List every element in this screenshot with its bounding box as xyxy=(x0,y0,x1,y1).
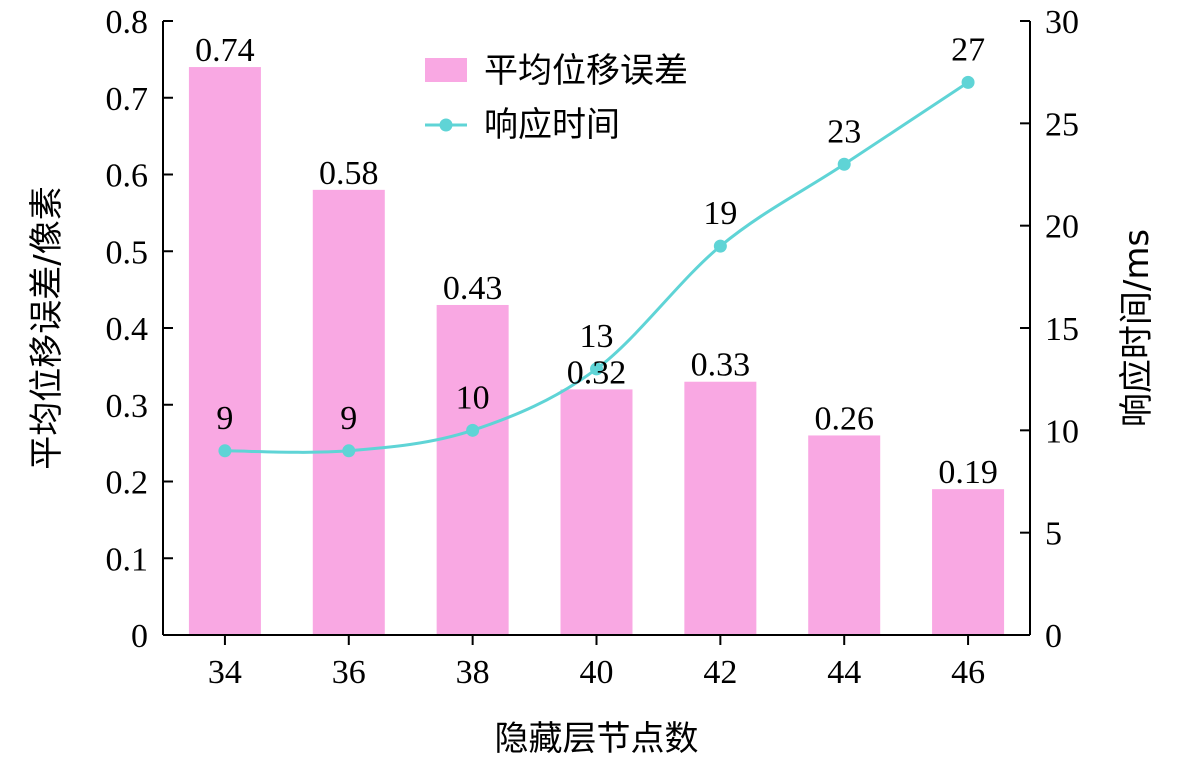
line-label-46: 27 xyxy=(951,31,985,68)
y-right-tick-label: 25 xyxy=(1045,106,1079,143)
line-point-44 xyxy=(837,157,851,171)
bar-38 xyxy=(436,304,509,635)
x-tick-label: 44 xyxy=(827,654,861,691)
y-left-tick-label: 0.8 xyxy=(106,4,149,41)
x-tick-label: 40 xyxy=(580,654,614,691)
data-labels: 0.74 0.58 0.43 0.32 0.33 0.26 0.19 9 9 10 13 19 23 27 xyxy=(195,31,998,491)
x-axis-title: 隐藏层节点数 xyxy=(495,719,699,759)
y-right-tick-label: 30 xyxy=(1045,4,1079,41)
line-label-44: 23 xyxy=(827,113,861,150)
bar-label-40: 0.32 xyxy=(567,354,627,391)
x-tick-label: 42 xyxy=(703,654,737,691)
y-left-tick-label: 0.1 xyxy=(106,541,149,578)
bar-series xyxy=(188,67,1005,636)
line-series xyxy=(218,75,975,458)
bar-label-42: 0.33 xyxy=(691,347,751,384)
bar-label-46: 0.19 xyxy=(938,454,998,491)
line-point-46 xyxy=(961,75,975,89)
bar-36 xyxy=(312,189,385,635)
y-right-tick-label: 10 xyxy=(1045,413,1079,450)
y-right-tick-label: 0 xyxy=(1045,618,1062,655)
legend-line-label: 响应时间 xyxy=(484,105,620,145)
bar-44 xyxy=(808,435,881,635)
x-tick-label: 36 xyxy=(332,654,366,691)
y-left-tick-label: 0.5 xyxy=(106,234,149,271)
bar-label-34: 0.74 xyxy=(195,32,255,69)
bar-label-36: 0.58 xyxy=(319,155,379,192)
line-label-36: 9 xyxy=(340,400,357,437)
y-left-tick-label: 0.3 xyxy=(106,388,149,425)
y-right-tick-label: 20 xyxy=(1045,209,1079,246)
y-left-tick-label: 0.6 xyxy=(106,158,149,195)
y-left-axis-title: 平均位移误差/像素 xyxy=(27,186,67,469)
legend-bar-swatch xyxy=(425,58,467,82)
x-tick-label: 34 xyxy=(208,654,242,691)
x-tick-label: 38 xyxy=(456,654,490,691)
y-right-axis-title: 响应时间/ms xyxy=(1117,229,1157,427)
bar-34 xyxy=(188,67,261,636)
y-left-tick-label: 0.4 xyxy=(106,311,149,348)
line-point-36 xyxy=(342,444,356,458)
line-point-34 xyxy=(218,444,232,458)
line-label-34: 9 xyxy=(216,400,233,437)
bar-40 xyxy=(560,389,633,635)
legend-line-marker xyxy=(439,118,453,132)
bar-label-38: 0.43 xyxy=(443,270,503,307)
bar-46 xyxy=(932,489,1005,635)
y-left-tick-label: 0.7 xyxy=(106,81,149,118)
y-left-tick-label: 0 xyxy=(131,618,148,655)
line-point-42 xyxy=(713,239,727,253)
bar-42 xyxy=(684,381,757,635)
axes: 0 0.1 0.2 0.3 0.4 0.5 0.6 0.7 0.8 0 5 10 15 20 25 30 34 3… xyxy=(106,4,1080,691)
bar-label-44: 0.26 xyxy=(814,400,874,437)
legend-bar-label: 平均位移误差 xyxy=(484,51,688,91)
line-label-38: 10 xyxy=(456,379,490,416)
line-label-42: 19 xyxy=(703,195,737,232)
y-right-tick-label: 5 xyxy=(1045,516,1062,553)
line-point-40 xyxy=(590,362,603,376)
y-left-tick-label: 0.2 xyxy=(106,465,149,502)
y-right-tick-label: 15 xyxy=(1045,311,1079,348)
line-label-40: 13 xyxy=(580,318,614,355)
line-point-38 xyxy=(466,423,480,437)
x-tick-label: 46 xyxy=(951,654,985,691)
